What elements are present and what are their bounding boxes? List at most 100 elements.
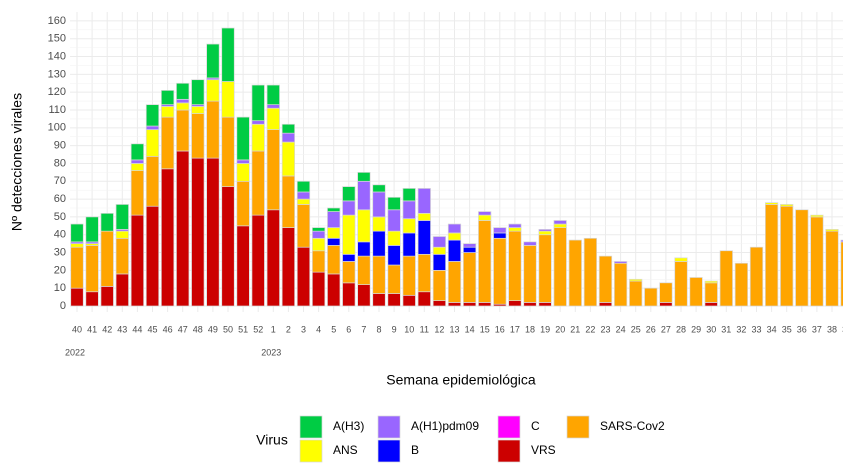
bar-segment [417,188,431,214]
bar-segment [402,188,416,202]
bar-segment [206,79,220,102]
x-tick-label: 34 [767,324,777,334]
x-tick-label: 30 [706,324,716,334]
bar-segment [795,209,809,307]
bar-segment [161,106,175,118]
x-tick-label: 25 [631,324,641,334]
bar-segment [402,218,416,234]
bar-segment [130,214,144,307]
bar-segment [161,116,175,170]
bar-segment [130,143,144,161]
y-tick-label: 100 [48,122,66,134]
bar-segment [387,230,401,246]
bar-segment [70,223,84,243]
bar-segment [342,200,356,216]
bar-segment [236,180,250,227]
legend-key [299,439,323,463]
x-tick-label: 52 [253,324,263,334]
bar-segment [719,250,733,307]
x-tick-label: 27 [661,324,671,334]
legend-key [497,439,521,463]
bar-segment [357,180,371,211]
bar-segment [145,205,160,307]
y-tick-label: 70 [54,175,66,187]
bar-segment [810,216,824,307]
bar-segment [493,232,507,239]
bar-segment [372,216,386,232]
bar-segment [312,250,326,273]
bar-segment [357,284,371,307]
bar-segment [221,27,235,82]
bar-segment [296,246,311,307]
bar-segment [145,125,160,130]
bar-segment [115,273,129,307]
legend-label: VRS [531,443,556,457]
x-tick-label: 7 [361,324,366,334]
x-tick-label: 43 [117,324,127,334]
x-tick-label: 20 [555,324,565,334]
y-tick-label: 30 [54,246,66,258]
bar-segment [538,230,552,236]
x-tick-label: 45 [147,324,157,334]
x-tick-label: 37 [812,324,822,334]
bar-segment [236,116,250,161]
x-tick-label: 9 [392,324,397,334]
bar-segment [251,123,265,152]
bar-segment [523,245,537,303]
bar-segment [478,302,492,307]
x-tick-label: 1 [271,324,276,334]
bar-segment [206,157,220,307]
y-tick-label: 140 [48,50,66,62]
bar-segment [115,237,129,275]
bar-segment [357,241,371,257]
year-label: 2023 [261,347,281,357]
bar-segment [327,245,341,275]
bar-segment [236,163,250,182]
x-tick-label: 2 [286,324,291,334]
bar-segment [432,236,446,248]
x-tick-label: 6 [346,324,351,334]
x-tick-label: 50 [223,324,233,334]
bar-segment [704,282,718,303]
bar-segment [281,175,295,228]
bar-segment [130,159,144,164]
bar-segment [568,239,582,307]
bar-segment [327,237,341,246]
bar-segment [327,273,341,307]
bar-segment [236,225,250,307]
bar-segment [764,202,779,205]
bar-segment [583,237,598,307]
y-tick-label: 40 [54,229,66,241]
legend-label: B [411,443,419,457]
x-tick-label: 11 [420,324,429,334]
bar-segment [402,232,416,257]
bar-segment [266,107,280,130]
bar-segment [372,191,386,218]
x-tick-label: 4 [316,324,321,334]
legend-key [377,415,401,439]
y-tick-label: 10 [54,282,66,294]
legend-label: A(H1)pdm09 [411,419,479,433]
x-tick-label: 23 [600,324,610,334]
legend-label: ANS [333,443,358,457]
bar-segment [115,204,129,230]
bar-segment [387,196,401,211]
bar-segment [402,294,416,307]
bar-segment [176,82,190,100]
bar-segment [493,227,507,234]
bar-segment [100,212,114,232]
y-tick-label: 130 [48,68,66,80]
bar-segment [176,98,190,104]
bar-segment [613,262,628,307]
bar-segment [342,214,356,255]
bar-segment [598,255,613,303]
x-tick-label: 12 [434,324,444,334]
bar-segment [342,253,356,262]
bar-segment [463,252,477,303]
bar-segment [251,214,265,307]
bar-segment [191,113,205,159]
bar-segment [417,291,431,307]
bar-segment [327,227,341,239]
y-tick-label: 20 [54,264,66,276]
